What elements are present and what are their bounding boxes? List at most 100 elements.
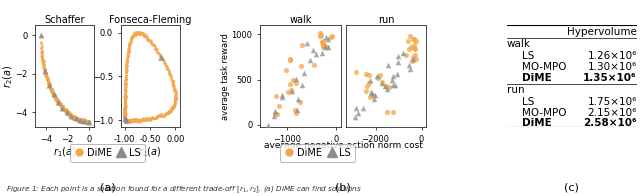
Point bbox=[125, 119, 135, 122]
Point bbox=[170, 92, 180, 95]
Point bbox=[55, 101, 65, 104]
Point bbox=[56, 104, 67, 107]
Point bbox=[72, 118, 82, 121]
Point bbox=[153, 115, 163, 118]
Point bbox=[157, 57, 168, 60]
Point bbox=[145, 118, 156, 121]
Point bbox=[169, 88, 179, 92]
Point bbox=[80, 119, 90, 122]
Point bbox=[120, 112, 130, 115]
Point bbox=[120, 113, 131, 116]
Point bbox=[285, 82, 296, 85]
Point bbox=[134, 31, 145, 34]
Point bbox=[77, 120, 88, 123]
Point bbox=[42, 75, 52, 78]
Point bbox=[127, 37, 137, 40]
Point bbox=[45, 82, 55, 85]
Point bbox=[382, 110, 392, 113]
Point bbox=[74, 118, 84, 121]
Point bbox=[54, 102, 64, 105]
Point bbox=[120, 103, 130, 106]
Point bbox=[120, 112, 131, 115]
Point bbox=[69, 115, 79, 118]
Point bbox=[77, 119, 87, 122]
Point bbox=[147, 43, 157, 46]
Point bbox=[125, 120, 135, 123]
Point bbox=[170, 102, 180, 105]
Point bbox=[123, 120, 133, 123]
Point bbox=[80, 119, 90, 122]
Point bbox=[137, 117, 147, 120]
Point bbox=[83, 120, 93, 123]
Point bbox=[316, 31, 326, 34]
Point bbox=[63, 112, 74, 115]
Point bbox=[76, 119, 86, 122]
Point bbox=[80, 120, 90, 123]
Point bbox=[351, 106, 361, 109]
Point bbox=[58, 107, 68, 110]
Point bbox=[317, 39, 328, 42]
Text: MO-MPO: MO-MPO bbox=[522, 62, 567, 72]
Point bbox=[159, 115, 169, 118]
Point bbox=[74, 119, 84, 122]
Point bbox=[74, 120, 84, 123]
Point bbox=[57, 107, 67, 110]
Point bbox=[61, 110, 71, 113]
Point bbox=[76, 118, 86, 122]
Point bbox=[77, 119, 87, 122]
Point bbox=[367, 91, 377, 94]
Point bbox=[120, 113, 130, 116]
Point bbox=[43, 80, 53, 83]
Point bbox=[144, 39, 154, 43]
Point bbox=[120, 101, 130, 104]
Point bbox=[49, 94, 60, 97]
Point bbox=[83, 120, 93, 123]
Point bbox=[81, 121, 92, 124]
Point bbox=[40, 67, 50, 71]
Point bbox=[68, 116, 79, 119]
Point bbox=[123, 118, 133, 122]
Point bbox=[127, 119, 137, 122]
Point bbox=[120, 83, 130, 86]
Point bbox=[121, 119, 131, 122]
Point bbox=[129, 119, 140, 122]
Point bbox=[140, 118, 150, 121]
Point bbox=[76, 118, 86, 121]
Point bbox=[63, 113, 74, 116]
Point bbox=[130, 34, 140, 37]
Point bbox=[61, 108, 72, 112]
Point bbox=[317, 44, 328, 47]
Point bbox=[74, 118, 84, 121]
Point bbox=[52, 100, 62, 103]
Point bbox=[49, 95, 60, 99]
Point bbox=[68, 115, 79, 118]
Title: run: run bbox=[378, 15, 394, 25]
Point bbox=[155, 54, 165, 57]
Point bbox=[72, 117, 82, 120]
Point bbox=[36, 51, 47, 54]
Point bbox=[59, 108, 69, 111]
Point bbox=[169, 104, 179, 107]
Point bbox=[370, 94, 380, 97]
Point bbox=[82, 119, 92, 122]
Point bbox=[163, 112, 173, 115]
Point bbox=[76, 119, 86, 122]
Text: walk: walk bbox=[507, 39, 531, 49]
Point bbox=[159, 112, 170, 115]
Point bbox=[141, 36, 152, 40]
Point bbox=[152, 115, 163, 118]
Point bbox=[155, 114, 165, 117]
Point bbox=[44, 82, 54, 85]
Text: MO-MPO: MO-MPO bbox=[522, 108, 567, 118]
Point bbox=[120, 83, 131, 87]
Point bbox=[81, 119, 91, 122]
Point bbox=[131, 119, 141, 122]
Point bbox=[65, 113, 75, 116]
Point bbox=[47, 90, 58, 93]
Point bbox=[383, 85, 394, 88]
Point bbox=[318, 43, 328, 46]
Text: LS: LS bbox=[522, 97, 535, 107]
Point bbox=[68, 115, 79, 118]
Point bbox=[124, 43, 134, 46]
Point bbox=[44, 81, 54, 84]
